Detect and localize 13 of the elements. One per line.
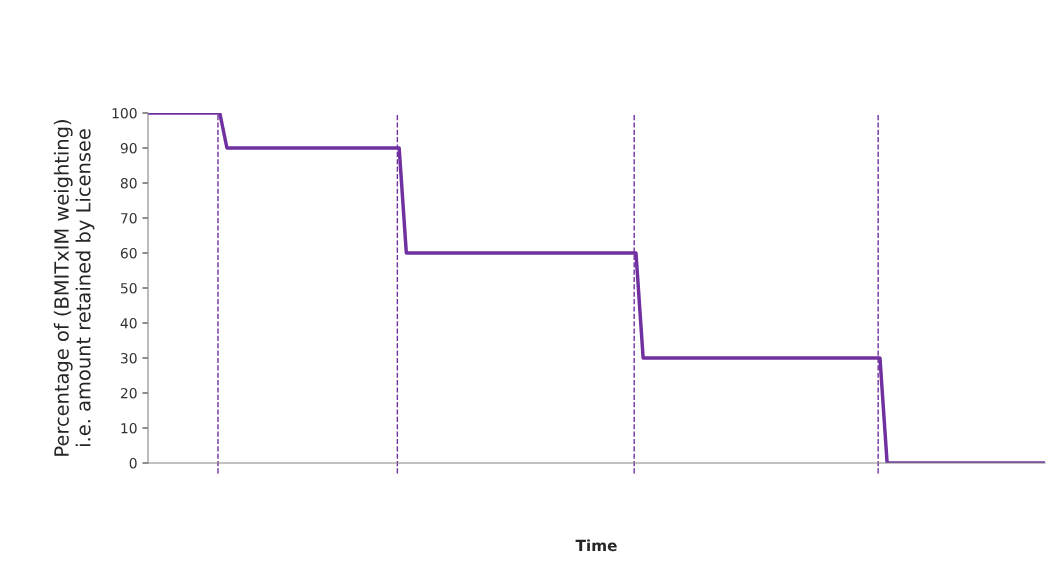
y-tick-label: 100 xyxy=(112,107,137,119)
y-tick-label: 50 xyxy=(120,282,137,294)
y-axis-title: Percentage of (BMITxIM weighting) i.e. amount retained by Licensee xyxy=(53,120,95,456)
y-tick-label: 80 xyxy=(120,177,137,189)
y-tick-label: 40 xyxy=(120,317,137,329)
y-tick-label: 60 xyxy=(120,247,137,259)
y-tick-label: 0 xyxy=(129,457,137,469)
y-tick-label: 70 xyxy=(121,212,137,224)
y-tick-label: 90 xyxy=(120,142,137,154)
y-tick-label: 20 xyxy=(120,387,137,399)
x-axis-title: Time xyxy=(575,539,617,552)
y-tick-label: 30 xyxy=(120,352,137,364)
y-tick-label: 10 xyxy=(121,422,137,434)
